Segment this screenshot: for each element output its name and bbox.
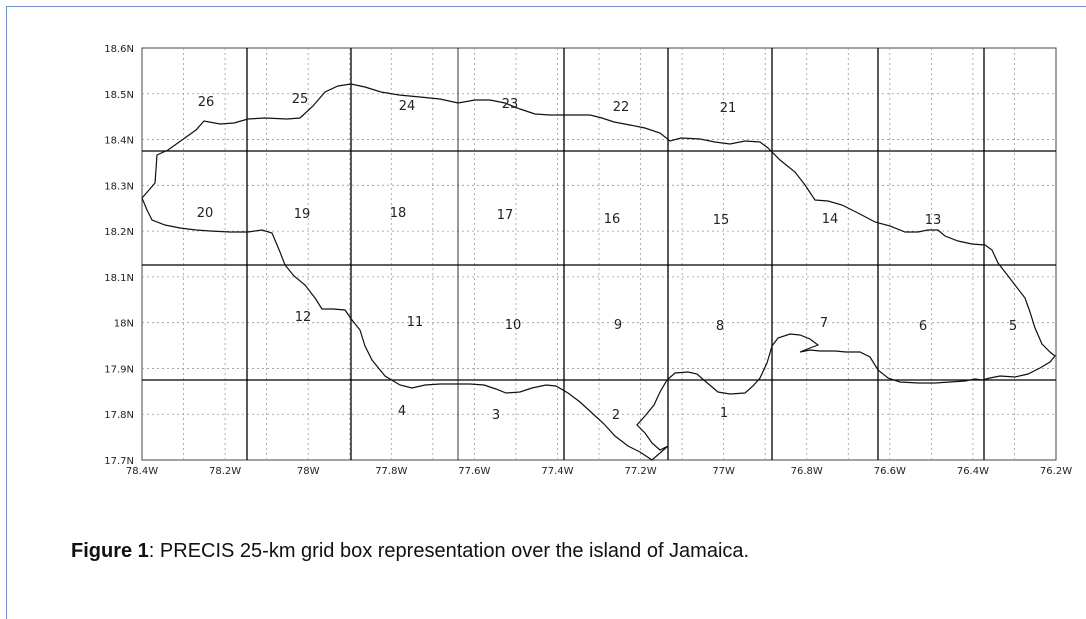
- figure-frame: [6, 6, 1086, 619]
- grid-box-label: 11: [407, 315, 424, 330]
- grid-box-labels: 1234567891011121314151617181920212223242…: [197, 92, 1017, 423]
- grid-box-lines: [142, 48, 1056, 460]
- latitude-tick-label: 17.9N: [104, 364, 134, 375]
- grid-box-label: 2: [612, 408, 620, 423]
- grid-box-label: 1: [720, 406, 728, 421]
- grid-box-label: 8: [716, 319, 724, 334]
- grid-box-label: 23: [502, 97, 519, 112]
- grid-box-label: 5: [1009, 319, 1017, 334]
- grid-box-label: 22: [613, 100, 630, 115]
- grid-box-label: 19: [294, 207, 311, 222]
- latitude-tick-labels: 17.7N 17.8N 17.9N 18N 18.1N 18.2N 18.3N 18.4N 18…: [104, 44, 134, 467]
- figure-caption-text: : PRECIS 25-km grid box representation o…: [148, 540, 750, 562]
- grid-box-label: 12: [295, 310, 312, 325]
- grid-box-label: 6: [919, 319, 927, 334]
- grid-box-label: 15: [713, 213, 730, 228]
- grid-box-label: 16: [604, 212, 621, 227]
- grid-box-label: 26: [198, 95, 215, 110]
- longitude-tick-label: 78.2W: [209, 466, 241, 477]
- figure-caption-label: Figure 1: [71, 540, 149, 562]
- latitude-tick-label: 18.2N: [104, 227, 134, 238]
- longitude-tick-label: 77.2W: [624, 466, 656, 477]
- longitude-tick-label: 77.6W: [458, 466, 490, 477]
- grid-box-label: 3: [492, 408, 500, 423]
- grid-box-label: 21: [720, 101, 737, 116]
- longitude-tick-label: 77.8W: [375, 466, 407, 477]
- longitude-tick-label: 76.2W: [1040, 466, 1072, 477]
- grid-box-label: 17: [497, 208, 514, 223]
- latitude-tick-label: 18.1N: [104, 273, 134, 284]
- latitude-tick-label: 18.3N: [104, 181, 134, 192]
- latitude-tick-label: 17.8N: [104, 410, 134, 421]
- grid-box-label: 20: [197, 206, 214, 221]
- latitude-tick-label: 18.5N: [104, 90, 134, 101]
- latitude-tick-label: 18.6N: [104, 44, 134, 55]
- longitude-tick-label: 76.6W: [874, 466, 906, 477]
- longitude-tick-label: 76.4W: [957, 466, 989, 477]
- latitude-tick-label: 18.4N: [104, 136, 134, 147]
- longitude-tick-labels: 78.4W 78.2W 78W 77.8W 77.6W 77.4W 77.2W 77W 76.8…: [126, 466, 1072, 477]
- grid-box-label: 9: [614, 318, 622, 333]
- longitude-tick-label: 77W: [712, 466, 735, 477]
- longitude-tick-label: 77.4W: [541, 466, 573, 477]
- longitude-tick-label: 78.4W: [126, 466, 158, 477]
- latitude-tick-label: 18N: [114, 319, 134, 330]
- grid-box-label: 25: [292, 92, 309, 107]
- grid-box-label: 4: [398, 404, 406, 419]
- dotted-gridlines: [142, 48, 1056, 460]
- jamaica-coastline: [141, 83, 1056, 461]
- latitude-tick-label: 17.7N: [104, 456, 134, 467]
- grid-box-label: 7: [820, 316, 828, 331]
- grid-box-label: 13: [925, 213, 942, 228]
- grid-box-label: 14: [822, 212, 839, 227]
- grid-box-label: 18: [390, 206, 407, 221]
- grid-box-label: 10: [505, 318, 522, 333]
- figure-caption: Figure 1: PRECIS 25-km grid box represen…: [71, 540, 749, 563]
- longitude-tick-label: 76.8W: [791, 466, 823, 477]
- longitude-tick-label: 78W: [297, 466, 320, 477]
- grid-box-label: 24: [399, 99, 416, 114]
